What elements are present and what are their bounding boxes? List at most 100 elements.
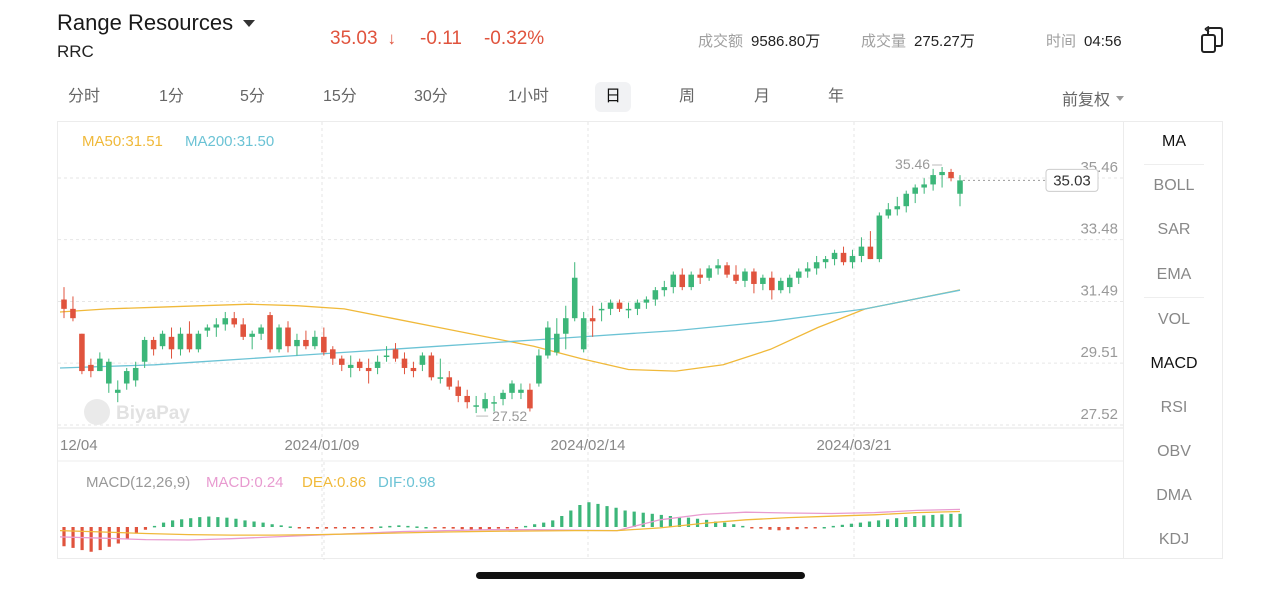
candle (652, 287, 659, 306)
candle-body (419, 355, 426, 365)
candle (858, 237, 865, 263)
candle-body (688, 274, 694, 288)
candle-body (455, 386, 462, 396)
candle-body (580, 318, 587, 350)
macd-title: MACD(12,26,9) (86, 474, 190, 491)
current-price-tag: 35.03 (1053, 172, 1091, 189)
candle (545, 321, 551, 359)
candle-body (97, 358, 103, 372)
macd-bar (596, 503, 600, 527)
adjustment-selector[interactable]: 前复权 (1062, 86, 1125, 110)
tab-month[interactable]: 月 (754, 88, 771, 105)
candle (804, 262, 811, 278)
candle (607, 299, 614, 316)
indicator-kdj[interactable]: KDJ (1158, 531, 1190, 548)
candle-body (276, 327, 282, 350)
candle (464, 389, 470, 409)
watermark-text: BiyaPay (116, 403, 190, 424)
macd-bar (922, 515, 926, 527)
candle (661, 280, 668, 297)
macd-bar (560, 516, 564, 527)
candle-body (356, 361, 363, 368)
candlestick-chart[interactable]: BiyaPay MA50:31.51 MA200:31.50 35.46 33.4… (58, 122, 1124, 560)
candle (912, 184, 918, 204)
macd-bar (840, 524, 844, 527)
candle (330, 346, 336, 365)
indicator-sar[interactable]: SAR (1157, 221, 1191, 238)
indicator-macd[interactable]: MACD (1150, 355, 1198, 372)
candle (455, 380, 462, 403)
ma50-legend: MA50:31.51 (82, 133, 163, 150)
tab-1min[interactable]: 1分 (159, 88, 184, 105)
candle (554, 318, 560, 356)
candle (213, 318, 220, 337)
macd-bar (795, 527, 799, 530)
candle (634, 299, 641, 316)
macd-bar (469, 527, 473, 530)
candle-body (159, 333, 166, 347)
price-tick-label: 31.49 (1080, 283, 1118, 300)
candle-body (571, 277, 578, 319)
candle-body (410, 367, 417, 372)
indicator-ma[interactable]: MA (1162, 133, 1186, 150)
indicator-divider (1144, 297, 1204, 298)
indicator-boll[interactable]: BOLL (1153, 177, 1195, 194)
indicator-obv[interactable]: OBV (1157, 443, 1191, 460)
candle (303, 330, 309, 350)
tab-1hour[interactable]: 1小时 (508, 88, 549, 105)
share-icon[interactable] (1200, 26, 1224, 54)
moving-average-lines (59, 289, 961, 372)
macd-bar (913, 516, 917, 527)
macd-bar (107, 527, 111, 547)
candle (222, 311, 229, 331)
home-indicator[interactable] (476, 572, 805, 579)
macd-bar (324, 527, 329, 529)
candle (204, 324, 211, 337)
candle (150, 336, 157, 356)
tab-5min[interactable]: 5分 (240, 88, 265, 105)
macd-bar (116, 527, 120, 544)
tab-30min[interactable]: 30分 (414, 88, 448, 105)
macd-bar (686, 517, 691, 527)
candle (446, 371, 453, 390)
tab-year[interactable]: 年 (828, 88, 845, 105)
chart-panel[interactable]: BiyaPay MA50:31.51 MA200:31.50 35.46 33.4… (57, 121, 1223, 560)
candle (939, 167, 945, 188)
candle-body (168, 336, 175, 350)
candle (231, 311, 238, 328)
candle-body (831, 252, 838, 260)
macd-bar (759, 527, 763, 529)
macd-bar (569, 510, 573, 527)
tab-15min[interactable]: 15分 (323, 88, 357, 105)
company-selector[interactable]: Range Resources (57, 10, 256, 36)
candle (849, 249, 856, 269)
candle-body (957, 180, 963, 194)
candle-body (634, 302, 641, 309)
macd-bar (605, 506, 609, 527)
volume-value: 275.27万 (914, 33, 975, 50)
indicator-dma[interactable]: DMA (1156, 487, 1192, 504)
tab-week[interactable]: 周 (679, 88, 696, 105)
indicator-ema[interactable]: EMA (1156, 266, 1192, 283)
quote-header: Range Resources RRC 35.03 ↓ -0.11 -0.32%… (0, 0, 1280, 75)
macd-bar (804, 527, 808, 529)
tab-intraday[interactable]: 分时 (68, 88, 101, 105)
candle (141, 336, 148, 368)
macd-bar (252, 521, 256, 527)
candle (132, 361, 139, 387)
candle (159, 330, 166, 350)
ticker-symbol: RRC (57, 42, 94, 61)
indicator-vol[interactable]: VOL (1157, 311, 1190, 328)
candle-body (330, 349, 336, 359)
candle-body (132, 367, 139, 381)
candle-body (285, 327, 291, 347)
candle-body (365, 367, 372, 372)
dea-value: DEA:0.86 (302, 474, 366, 491)
volume-label: 成交量 (861, 33, 907, 50)
indicator-rsi[interactable]: RSI (1160, 399, 1188, 416)
tab-day[interactable]: 日 (595, 82, 632, 112)
date-tick-label: 2024/02/14 (550, 437, 625, 454)
candle (186, 321, 193, 353)
candle (482, 392, 488, 412)
candle-body (509, 383, 515, 393)
